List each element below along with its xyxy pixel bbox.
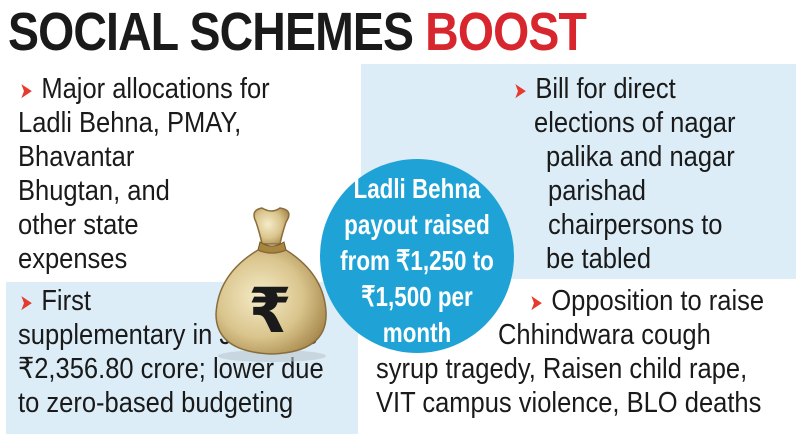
top-left-line-5: other state <box>18 209 139 241</box>
headline-part-2: BOOST <box>425 2 587 62</box>
highlight-line-2: payout raised <box>344 209 490 240</box>
bottom-right-line-1: ➤ Opposition to raise <box>528 284 764 320</box>
top-right-line-1: ➤ Bill for direct <box>512 72 676 108</box>
top-right-line-3: palika and nagar <box>546 141 735 173</box>
info-panel: ➤ Major allocations for Ladli Behna, PMA… <box>0 64 800 442</box>
bottom-left-line-4: to zero-based budgeting <box>18 387 294 419</box>
top-left-line-1: ➤ Major allocations for <box>18 72 270 108</box>
top-left-line-4: Bhugtan, and <box>18 175 170 207</box>
red-arrow-icon: ➤ <box>19 290 33 315</box>
bottom-left-line-1: ➤ First <box>18 284 91 320</box>
highlight-text: Ladli Behna payout raised from ₹1,250 to… <box>320 171 514 351</box>
rupee-symbol: ₹ <box>248 274 291 347</box>
highlight-line-5: month <box>382 317 452 348</box>
bottom-right-line-4: VIT campus violence, BLO deaths <box>376 387 762 419</box>
bottom-right-line-2: Chhindwara cough <box>498 319 711 351</box>
top-left-line-2: Ladli Behna, PMAY, <box>18 107 242 139</box>
red-arrow-icon: ➤ <box>513 78 527 103</box>
bottom-right-line-3: syrup tragedy, Raisen child rape, <box>376 353 748 385</box>
cell-top-left <box>6 64 360 279</box>
highlight-line-4: ₹1,500 per <box>361 281 473 312</box>
top-right-line-6: be tabled <box>546 243 652 275</box>
highlight-line-1: Ladli Behna <box>353 173 481 204</box>
headline: SOCIAL SCHEMES BOOST <box>8 2 587 62</box>
top-left-line-3: Bhavantar <box>18 141 135 173</box>
top-right-line-5: chairpersons to <box>548 209 723 241</box>
highlight-circle <box>320 159 514 353</box>
red-arrow-icon: ➤ <box>19 78 33 103</box>
top-right-line-4: parishad <box>548 175 646 207</box>
headline-part-1: SOCIAL SCHEMES <box>8 2 426 62</box>
top-left-line-6: expenses <box>18 243 128 275</box>
highlight-line-3: from ₹1,250 to <box>340 245 494 276</box>
rupee-money-bag-icon: ₹ <box>215 207 327 362</box>
red-arrow-icon: ➤ <box>529 290 543 315</box>
top-right-line-2: elections of nagar <box>534 107 736 139</box>
